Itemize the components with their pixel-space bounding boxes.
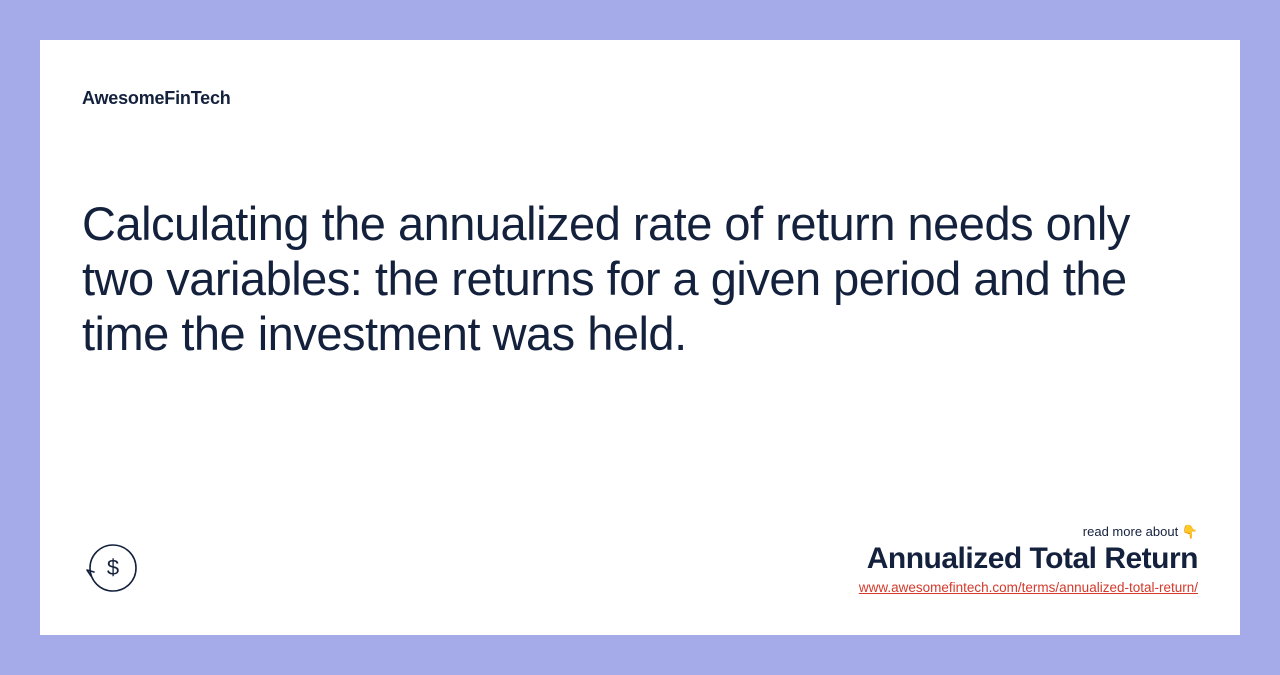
read-more-label: read more about 👇: [859, 524, 1198, 540]
brand-name: AwesomeFinTech: [82, 88, 1198, 109]
term-title: Annualized Total Return: [859, 542, 1198, 576]
main-body-text: Calculating the annualized rate of retur…: [82, 197, 1142, 362]
return-cycle-icon: $: [82, 539, 140, 597]
footer-info: read more about 👇 Annualized Total Retur…: [859, 524, 1198, 597]
content-card: AwesomeFinTech Calculating the annualize…: [40, 40, 1240, 635]
card-footer: $ read more about 👇 Annualized Total Ret…: [82, 524, 1198, 597]
svg-text:$: $: [107, 555, 119, 580]
term-url-link[interactable]: www.awesomefintech.com/terms/annualized-…: [859, 580, 1198, 595]
